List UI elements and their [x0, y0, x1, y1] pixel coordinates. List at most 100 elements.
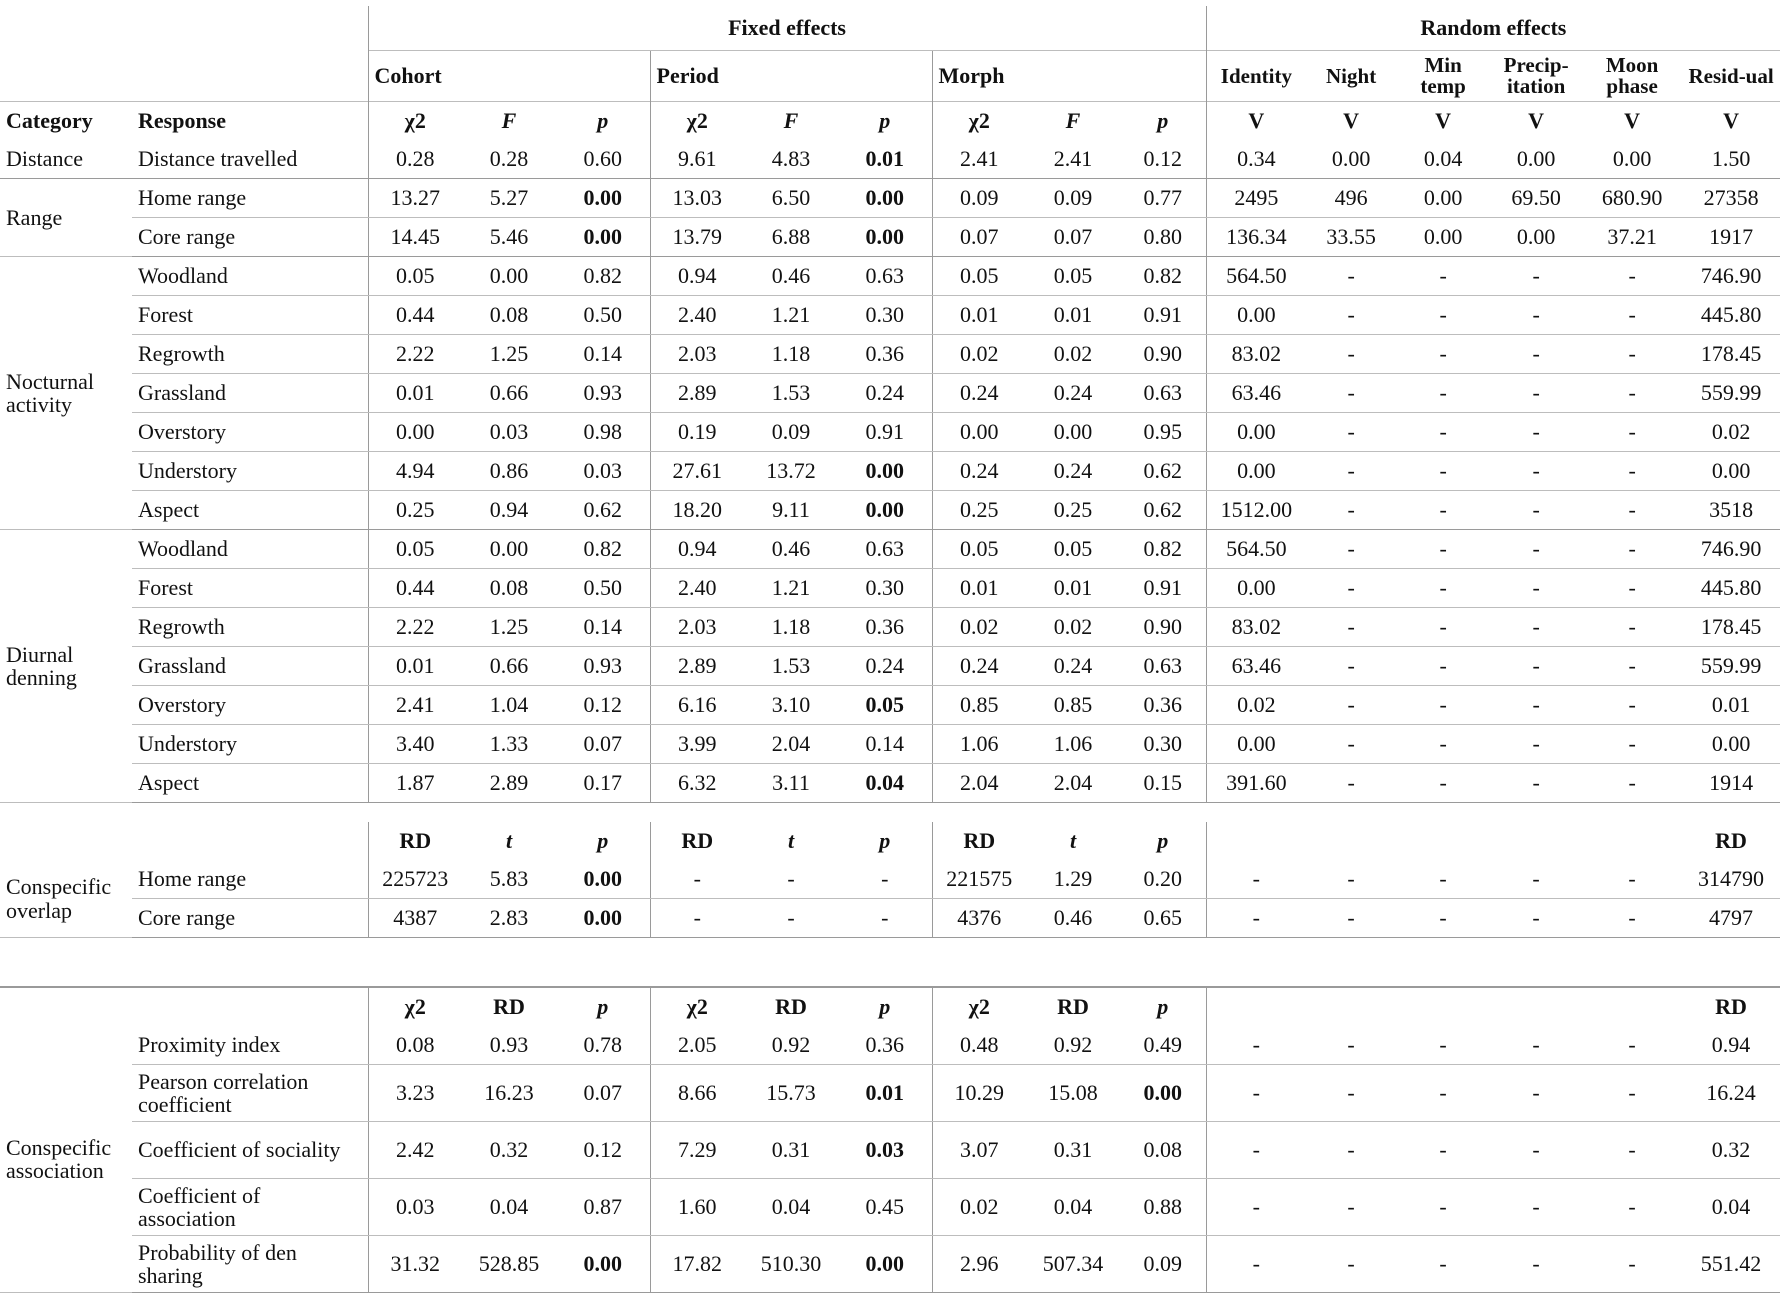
value-cell: 0.07: [1026, 217, 1120, 257]
value-cell: 0.00: [1396, 178, 1491, 218]
value-cell: 0.08: [1120, 1121, 1206, 1179]
value-cell: -: [1490, 860, 1582, 899]
value-cell: 15.08: [1026, 1064, 1120, 1122]
value-cell: -: [1490, 724, 1583, 764]
value-cell: 0.32: [1682, 1121, 1780, 1179]
value-cell: -: [649, 860, 744, 899]
value-cell: -: [1396, 373, 1491, 413]
value-cell: 27358: [1682, 178, 1780, 218]
value-cell: -: [1396, 256, 1491, 296]
t-header: t: [1069, 828, 1077, 853]
value-cell: 2.89: [649, 373, 744, 413]
value-cell: 0.50: [556, 295, 650, 335]
value-cell: 0.91: [1120, 295, 1207, 335]
response-label: Aspect: [132, 763, 368, 803]
value-cell: 0.00: [1306, 140, 1397, 179]
value-cell: 6.16: [649, 685, 744, 725]
value-cell: 564.50: [1205, 256, 1307, 296]
value-cell: 1.18: [744, 607, 838, 647]
value-cell: 1914: [1682, 763, 1780, 803]
table-row: Forest 0.44 0.08 0.50 2.40 1.21 0.30 0.01 0.01 0.…: [0, 568, 1780, 608]
value-cell: -: [1490, 685, 1583, 725]
value-cell: -: [1582, 256, 1683, 296]
value-cell: -: [1582, 685, 1683, 725]
association-header-row: χ2 RD p χ2 RD p χ2 RD p RD: [0, 986, 1780, 1026]
identity-header: Identity: [1205, 50, 1307, 102]
value-cell: 0.03: [462, 412, 556, 452]
value-cell: 0.19: [649, 412, 744, 452]
value-cell: 0.25: [1026, 490, 1120, 530]
value-cell: 2.41: [931, 140, 1026, 179]
value-cell: 0.00: [556, 898, 650, 938]
v-header: V: [1205, 101, 1307, 140]
random-effects-header: Random effects: [1205, 6, 1780, 51]
response-label: Woodland: [132, 529, 368, 569]
value-cell: -: [1582, 568, 1683, 608]
period-header: Period: [649, 50, 932, 102]
value-cell: 0.24: [838, 646, 932, 686]
value-cell: 0.98: [556, 412, 650, 452]
value-cell: -: [1306, 1026, 1396, 1065]
p-header: p: [1120, 986, 1206, 1026]
value-cell: -: [1582, 373, 1683, 413]
value-cell: 0.91: [1120, 568, 1207, 608]
value-cell: 314790: [1682, 860, 1780, 899]
value-cell: -: [1306, 451, 1397, 491]
value-cell: 0.05: [367, 256, 462, 296]
value-cell: -: [1582, 860, 1682, 899]
value-cell: 2.05: [649, 1026, 744, 1065]
value-cell: 0.04: [1682, 1178, 1780, 1236]
value-cell: 0.24: [931, 373, 1026, 413]
value-cell: -: [1306, 256, 1397, 296]
value-cell: 16.24: [1682, 1064, 1780, 1122]
value-cell: 2.40: [649, 295, 744, 335]
value-cell: 0.02: [1026, 607, 1120, 647]
value-cell: 10.29: [931, 1064, 1026, 1122]
association-table: χ2 RD p χ2 RD p χ2 RD p RD Conspecific a…: [0, 986, 1780, 1293]
p-header: p: [1157, 828, 1169, 853]
value-cell: 63.46: [1205, 373, 1307, 413]
value-cell: -: [1396, 529, 1491, 569]
table-row: Nocturnal activity Woodland 0.05 0.00 0.82 0.…: [0, 256, 1780, 530]
value-cell: 1.53: [744, 373, 838, 413]
value-cell: 5.27: [462, 178, 556, 218]
value-cell: -: [1490, 1121, 1582, 1179]
value-cell: -: [1205, 898, 1306, 938]
value-cell: -: [1490, 646, 1583, 686]
model-results-table: Fixed effects Random effects Cohort Peri…: [0, 6, 1780, 803]
value-cell: 0.05: [1026, 529, 1120, 569]
value-cell: 0.00: [367, 412, 462, 452]
value-cell: 0.34: [1205, 140, 1307, 179]
category-label: Conspecific overlap: [0, 860, 132, 938]
value-cell: 1.06: [1026, 724, 1120, 764]
table-row: Regrowth 2.22 1.25 0.14 2.03 1.18 0.36 0.02 0.02…: [0, 334, 1780, 374]
table-row: Aspect 1.87 2.89 0.17 6.32 3.11 0.04 2.04 2.04 0.…: [0, 763, 1780, 803]
value-cell: -: [1306, 763, 1397, 803]
rd-header: RD: [1026, 986, 1120, 1026]
value-cell: -: [1205, 1178, 1306, 1236]
value-cell: 2.03: [649, 334, 744, 374]
f-header: F: [462, 101, 556, 140]
response-label: Regrowth: [132, 607, 368, 647]
p-header: p: [556, 986, 650, 1026]
value-cell: 2.83: [462, 898, 556, 938]
value-cell: -: [1490, 529, 1583, 569]
value-cell: 0.08: [462, 295, 556, 335]
chi2-header: χ2: [367, 101, 462, 140]
value-cell: 13.72: [744, 451, 838, 491]
value-cell: -: [1205, 1026, 1306, 1065]
value-cell: 0.00: [838, 490, 932, 530]
value-cell: 136.34: [1205, 217, 1307, 257]
value-cell: 0.24: [838, 373, 932, 413]
v-header: V: [1682, 101, 1780, 140]
value-cell: 1.04: [462, 685, 556, 725]
value-cell: -: [1306, 860, 1396, 899]
value-cell: 0.32: [462, 1121, 556, 1179]
value-cell: -: [1306, 1235, 1396, 1293]
value-cell: -: [1306, 1178, 1396, 1236]
value-cell: 0.94: [1682, 1026, 1780, 1065]
value-cell: 0.88: [1120, 1178, 1206, 1236]
table-row: Understory 4.94 0.86 0.03 27.61 13.72 0.00 0.24…: [0, 451, 1780, 491]
table-row: Grassland 0.01 0.66 0.93 2.89 1.53 0.24 0.24 0.2…: [0, 373, 1780, 413]
response-label: Overstory: [132, 685, 368, 725]
